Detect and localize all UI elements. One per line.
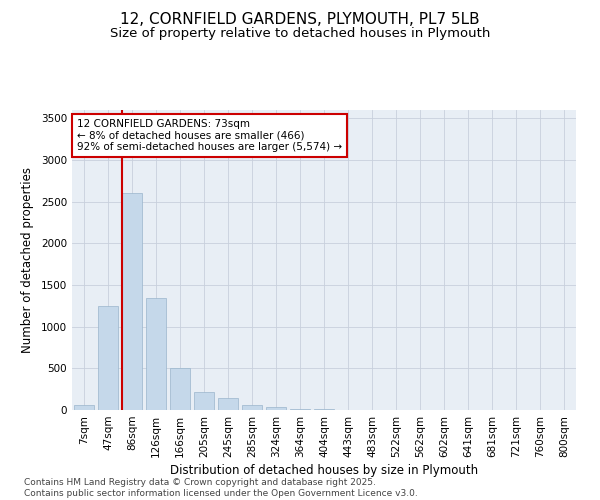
Bar — [74, 406, 94, 410]
Bar — [218, 398, 238, 410]
Bar — [194, 392, 214, 410]
Text: Size of property relative to detached houses in Plymouth: Size of property relative to detached ho… — [110, 28, 490, 40]
Text: Contains HM Land Registry data © Crown copyright and database right 2025.
Contai: Contains HM Land Registry data © Crown c… — [24, 478, 418, 498]
Bar — [98, 306, 118, 410]
Bar — [242, 406, 262, 410]
Bar — [266, 406, 286, 410]
Bar — [122, 194, 142, 410]
Text: 12 CORNFIELD GARDENS: 73sqm
← 8% of detached houses are smaller (466)
92% of sem: 12 CORNFIELD GARDENS: 73sqm ← 8% of deta… — [77, 119, 342, 152]
Bar — [290, 408, 310, 410]
Bar — [170, 368, 190, 410]
Text: 12, CORNFIELD GARDENS, PLYMOUTH, PL7 5LB: 12, CORNFIELD GARDENS, PLYMOUTH, PL7 5LB — [120, 12, 480, 28]
Y-axis label: Number of detached properties: Number of detached properties — [21, 167, 34, 353]
X-axis label: Distribution of detached houses by size in Plymouth: Distribution of detached houses by size … — [170, 464, 478, 477]
Bar — [146, 298, 166, 410]
